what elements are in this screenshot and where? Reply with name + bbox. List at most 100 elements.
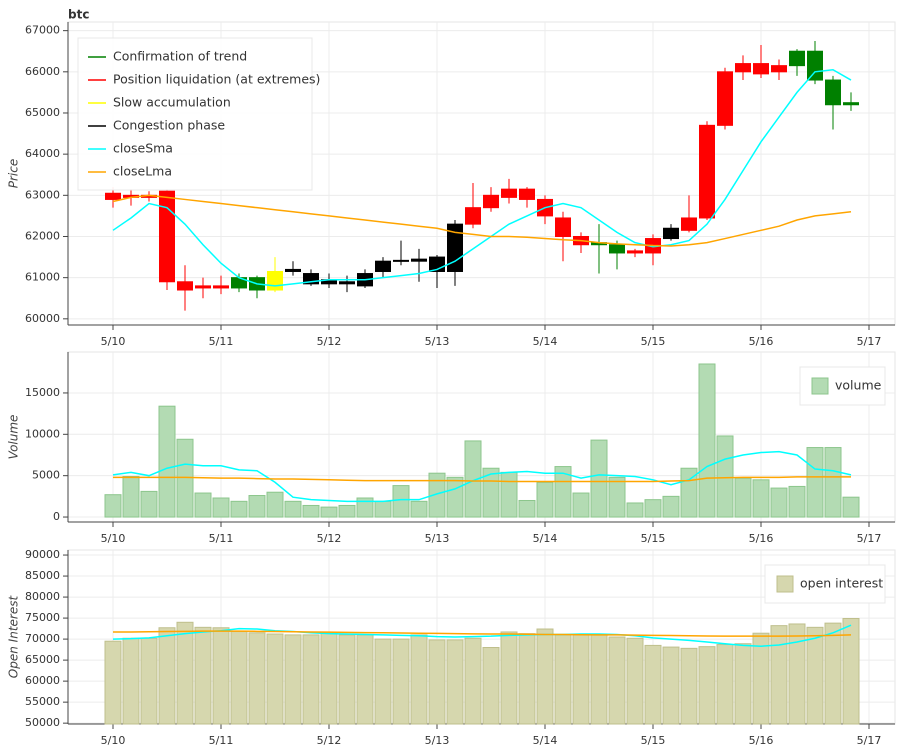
candle-body xyxy=(519,188,535,200)
bar xyxy=(698,646,716,725)
bar xyxy=(788,485,806,518)
bar xyxy=(734,477,752,518)
bar xyxy=(446,476,464,518)
bar xyxy=(608,636,626,725)
bar xyxy=(482,647,500,725)
legend-label: Congestion phase xyxy=(113,118,225,133)
legend-box xyxy=(77,37,313,191)
y-tick-label: 65000 xyxy=(25,653,60,666)
y-tick-label: 80000 xyxy=(25,590,60,603)
x-tick-label: 5/13 xyxy=(425,734,450,747)
legend-swatch xyxy=(811,377,829,395)
bar xyxy=(410,634,428,725)
bar xyxy=(572,634,590,725)
y-tick-label: 65000 xyxy=(25,106,60,119)
bar xyxy=(500,471,518,518)
y-tick-label: 67000 xyxy=(25,24,60,37)
bar xyxy=(698,363,716,518)
bar xyxy=(212,627,230,725)
bar xyxy=(356,497,374,518)
bar xyxy=(752,479,770,518)
bar xyxy=(536,481,554,518)
candle-body xyxy=(609,244,625,254)
legend-label: closeLma xyxy=(113,164,172,179)
candle-body xyxy=(807,50,823,81)
bar xyxy=(716,644,734,725)
bar xyxy=(590,439,608,518)
candle-body xyxy=(789,50,805,67)
candle-body xyxy=(177,281,193,291)
bar xyxy=(158,405,176,518)
x-tick-label: 5/17 xyxy=(857,532,882,545)
bar xyxy=(518,633,536,725)
y-tick-label: 60000 xyxy=(25,312,60,325)
bar xyxy=(806,447,824,518)
x-tick-label: 5/17 xyxy=(857,734,882,747)
bar xyxy=(266,633,284,725)
candle-body xyxy=(771,65,787,73)
candle-body xyxy=(681,217,697,231)
y-axis-label: Price xyxy=(7,159,21,188)
bar xyxy=(716,435,734,518)
bar xyxy=(428,639,446,725)
x-tick-label: 5/10 xyxy=(101,532,126,545)
bar xyxy=(374,638,392,725)
line xyxy=(112,450,852,503)
bar xyxy=(752,632,770,725)
bar xyxy=(230,500,248,518)
x-tick-label: 5/13 xyxy=(425,335,450,348)
bar xyxy=(284,634,302,725)
candle-body xyxy=(663,227,679,240)
candle-body xyxy=(447,223,463,272)
legend-swatch xyxy=(776,575,794,593)
bar xyxy=(140,637,158,725)
y-tick-label: 60000 xyxy=(25,674,60,687)
x-tick-label: 5/16 xyxy=(749,335,774,348)
bar xyxy=(248,495,266,518)
bar xyxy=(842,496,860,518)
bar xyxy=(572,492,590,518)
bar xyxy=(374,500,392,518)
y-tick-label: 75000 xyxy=(25,611,60,624)
y-tick-label: 50000 xyxy=(25,716,60,729)
bar xyxy=(626,502,644,518)
x-tick-label: 5/16 xyxy=(749,734,774,747)
x-tick-label: 5/10 xyxy=(101,734,126,747)
bar xyxy=(338,634,356,725)
y-axis-label: Open Interest xyxy=(7,595,21,679)
y-tick-label: 55000 xyxy=(25,695,60,708)
bar xyxy=(608,476,626,518)
bar xyxy=(626,637,644,725)
y-tick-label: 10000 xyxy=(25,427,60,440)
candle-body xyxy=(501,188,517,198)
x-tick-label: 5/15 xyxy=(641,335,666,348)
bar xyxy=(644,644,662,725)
bar xyxy=(770,625,788,725)
x-tick-label: 5/15 xyxy=(641,532,666,545)
bar xyxy=(680,647,698,725)
bar xyxy=(356,634,374,725)
candle-body xyxy=(699,124,715,219)
candle-body xyxy=(465,207,481,225)
x-tick-label: 5/16 xyxy=(749,532,774,545)
bar xyxy=(122,637,140,725)
bar xyxy=(320,506,338,518)
bar xyxy=(122,476,140,518)
candle-body xyxy=(303,273,319,285)
bar xyxy=(302,504,320,518)
candle-body xyxy=(159,190,175,283)
bar xyxy=(824,622,842,725)
bar xyxy=(284,500,302,518)
line xyxy=(112,624,852,647)
candle-body xyxy=(393,259,409,262)
bar xyxy=(770,487,788,518)
candle-body xyxy=(555,217,571,237)
candle-body xyxy=(483,194,499,209)
bar xyxy=(554,466,572,518)
bar xyxy=(518,499,536,518)
bar xyxy=(266,491,284,518)
y-tick-label: 64000 xyxy=(25,147,60,160)
bar xyxy=(302,634,320,725)
candle-body xyxy=(753,63,769,75)
